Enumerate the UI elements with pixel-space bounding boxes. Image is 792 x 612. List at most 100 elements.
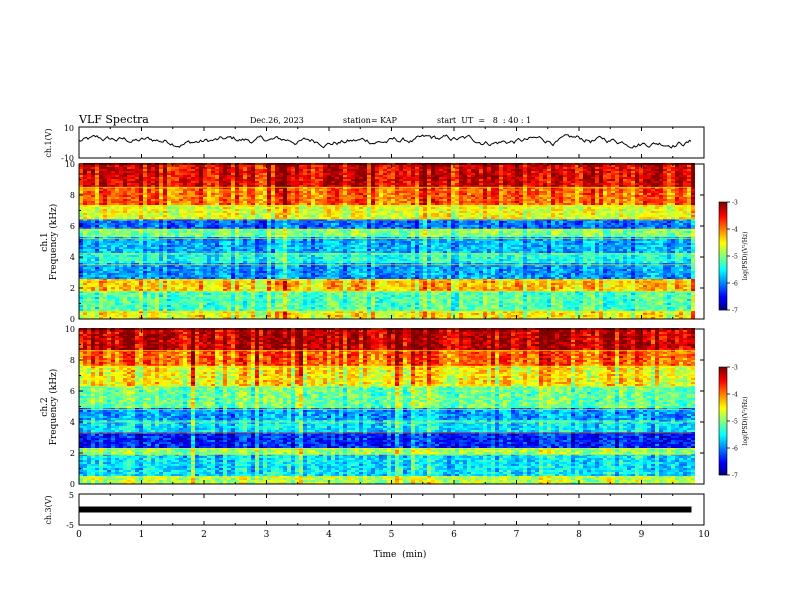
spectrogram-cell bbox=[647, 277, 651, 279]
spectrogram-cell bbox=[327, 309, 331, 311]
spectrogram-cell bbox=[543, 281, 547, 283]
spectrogram-cell bbox=[375, 267, 379, 269]
spectrogram-cell bbox=[279, 307, 283, 309]
spectrogram-cell bbox=[403, 301, 407, 303]
spectrogram-cell bbox=[207, 293, 211, 295]
spectrogram-cell bbox=[279, 267, 283, 269]
spectrogram-cell bbox=[447, 295, 451, 297]
spectrogram-cell bbox=[431, 257, 435, 259]
spectrogram-cell bbox=[427, 287, 431, 289]
spectrogram-cell bbox=[611, 295, 615, 297]
spectrogram-cell bbox=[143, 265, 147, 267]
spectrogram-cell bbox=[439, 281, 443, 283]
spectrogram-cell bbox=[99, 277, 103, 279]
spectrogram-cell bbox=[443, 313, 447, 315]
spectrogram-cell bbox=[531, 285, 535, 287]
ch1-waveform-frame bbox=[79, 127, 704, 158]
spectrogram-cell bbox=[635, 277, 639, 279]
spectrogram-cell bbox=[571, 273, 575, 275]
spectrogram-cell bbox=[599, 267, 603, 269]
spectrogram-cell bbox=[531, 295, 535, 297]
spectrogram-cell bbox=[523, 293, 527, 295]
spectrogram-cell bbox=[99, 283, 103, 285]
spectrogram-cell bbox=[279, 271, 283, 273]
spectrogram-cell bbox=[327, 255, 331, 257]
spectrogram-cell bbox=[347, 261, 351, 263]
spectrogram-cell bbox=[95, 309, 99, 311]
spectrogram-cell bbox=[443, 259, 447, 261]
spectrogram-cell bbox=[639, 307, 643, 309]
spectrogram-cell bbox=[563, 293, 567, 295]
spectrogram-cell bbox=[419, 315, 423, 317]
spectrogram-cell bbox=[499, 283, 503, 285]
spectrogram-cell bbox=[655, 287, 659, 289]
spectrogram-cell bbox=[279, 301, 283, 303]
spectrogram-cell bbox=[187, 303, 191, 305]
spectrogram-cell bbox=[199, 287, 203, 289]
spectrogram-cell bbox=[635, 285, 639, 287]
spectrogram-cell bbox=[559, 287, 563, 289]
spectrogram-cell bbox=[255, 275, 259, 277]
spectrogram-cell bbox=[271, 267, 275, 269]
spectrogram-cell bbox=[479, 275, 483, 277]
spectrogram-cell bbox=[535, 303, 539, 305]
spectrogram-cell bbox=[599, 301, 603, 303]
spectrogram-cell bbox=[247, 303, 251, 305]
spectrogram-cell bbox=[515, 313, 519, 315]
spectrogram-cell bbox=[231, 265, 235, 267]
spectrogram-cell bbox=[159, 275, 163, 277]
spectrogram-cell bbox=[331, 297, 335, 299]
spectrogram-cell bbox=[103, 307, 107, 309]
spectrogram-cell bbox=[119, 293, 123, 295]
spectrogram-cell bbox=[347, 299, 351, 301]
spectrogram-cell bbox=[691, 271, 695, 273]
spectrogram-cell bbox=[179, 299, 183, 301]
spectrogram-cell bbox=[443, 299, 447, 301]
spectrogram-cell bbox=[127, 257, 131, 259]
spectrogram-cell bbox=[291, 257, 295, 259]
spectrogram-cell bbox=[255, 301, 259, 303]
spectrogram-cell bbox=[667, 277, 671, 279]
spectrogram-cell bbox=[475, 315, 479, 317]
spectrogram-cell bbox=[87, 257, 91, 259]
spectrogram-cell bbox=[95, 293, 99, 295]
spectrogram-cell bbox=[195, 273, 199, 275]
spectrogram-cell bbox=[407, 303, 411, 305]
spectrogram-cell bbox=[483, 277, 487, 279]
spectrogram-cell bbox=[195, 313, 199, 315]
spectrogram-cell bbox=[179, 303, 183, 305]
spectrogram-cell bbox=[527, 267, 531, 269]
spectrogram-cell bbox=[275, 265, 279, 267]
spectrogram-cell bbox=[519, 307, 523, 309]
spectrogram-cell bbox=[223, 265, 227, 267]
spectrogram-cell bbox=[595, 265, 599, 267]
spectrogram-cell bbox=[267, 271, 271, 273]
spectrogram-cell bbox=[279, 297, 283, 299]
spectrogram-cell bbox=[199, 273, 203, 275]
spectrogram-cell bbox=[539, 283, 543, 285]
spectrogram-cell bbox=[407, 299, 411, 301]
spectrogram-cell bbox=[207, 271, 211, 273]
spectrogram-cell bbox=[403, 255, 407, 257]
spectrogram-cell bbox=[95, 257, 99, 259]
spectrogram-cell bbox=[435, 265, 439, 267]
spectrogram-cell bbox=[287, 307, 291, 309]
spectrogram-cell bbox=[211, 315, 215, 317]
spectrogram-cell bbox=[355, 261, 359, 263]
spectrogram-cell bbox=[271, 299, 275, 301]
spectrogram-cell bbox=[287, 303, 291, 305]
spectrogram-cell bbox=[447, 273, 451, 275]
spectrogram-cell bbox=[379, 283, 383, 285]
spectrogram-cell bbox=[159, 295, 163, 297]
spectrogram-cell bbox=[163, 271, 167, 273]
spectrogram-cell bbox=[595, 307, 599, 309]
spectrogram-cell bbox=[643, 305, 647, 307]
spectrogram-cell bbox=[143, 255, 147, 257]
spectrogram-cell bbox=[323, 305, 327, 307]
spectrogram-cell bbox=[507, 285, 511, 287]
spectrogram-cell bbox=[315, 313, 319, 315]
spectrogram-cell bbox=[99, 275, 103, 277]
ch1-spectrogram-panel: 0246810 ch.1 Frequency (kHz) -3-4-5-6-7l… bbox=[40, 160, 749, 324]
spectrogram-cell bbox=[687, 257, 691, 259]
spectrogram-cell bbox=[579, 277, 583, 279]
